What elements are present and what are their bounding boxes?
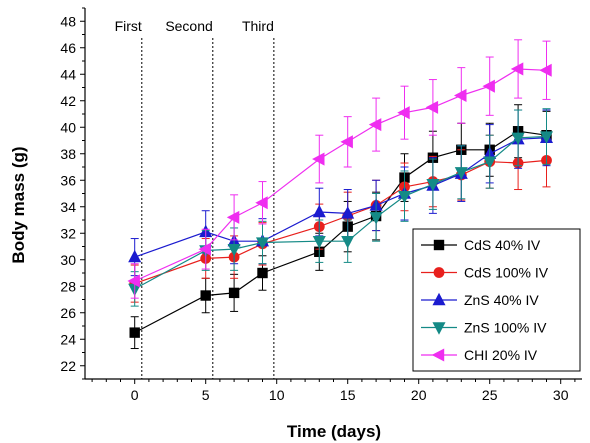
data-point [539,131,554,144]
data-point [255,237,270,250]
data-point [198,242,211,256]
data-point [340,135,353,149]
data-point [511,132,525,146]
legend-label: CdS 100% IV [464,265,549,281]
y-tick-label: 26 [60,305,76,321]
data-point [341,206,355,219]
legend-marker [431,348,445,362]
data-point [228,287,240,299]
x-tick-label: 10 [269,387,285,403]
y-tick-label: 38 [60,146,76,162]
x-tick-label: 25 [482,387,498,403]
x-tick-label: 20 [411,387,427,403]
y-tick-label: 46 [60,40,76,56]
x-axis-title: Time (days) [287,422,381,441]
y-tick-label: 40 [60,119,76,135]
x-tick-label: 0 [131,387,139,403]
data-point [127,274,140,288]
data-point [397,190,412,204]
data-point [312,236,326,249]
data-point [369,212,383,225]
phase-label: Second [165,18,212,34]
y-tick-label: 22 [60,358,76,374]
legend-label: ZnS 100% IV [464,320,547,336]
y-tick-label: 48 [60,13,76,29]
legend-marker [432,322,446,335]
data-point [397,106,410,120]
data-point [539,63,552,77]
data-point [368,118,382,132]
data-point [425,100,439,114]
data-point [454,167,468,180]
legend-label: CdS 40% IV [464,237,541,253]
y-tick-label: 44 [60,66,76,82]
data-point [483,156,497,169]
x-tick-label: 15 [340,387,356,403]
x-tick-label: 5 [202,387,210,403]
y-tick-label: 36 [60,172,76,188]
axes: 0 5 10 15 20 25 30 22 24 26 28 30 32 34 36 38 40 42 44 46 48 [60,7,582,403]
data-point [510,62,524,76]
data-point [426,179,440,192]
phase-annotations: First Second Third [115,18,275,379]
phase-label: First [115,18,142,34]
data-point [226,210,240,224]
legend-label: ZnS 40% IV [464,292,539,308]
data-point [255,196,268,210]
y-tick-label: 32 [60,225,76,241]
data-point [482,79,495,93]
legend-marker [433,267,445,278]
y-tick-label: 42 [60,93,76,109]
data-point [129,327,140,338]
data-point [312,204,326,218]
y-axis-title: Body mass (g) [9,146,28,263]
legend-marker [432,292,446,306]
data-point [200,290,211,301]
data-point [341,236,355,249]
data-point [128,249,142,263]
y-tick-label: 28 [60,278,76,294]
series-layer [127,39,554,350]
y-tick-label: 34 [60,199,76,215]
data-point [312,152,325,166]
legend-label: CHI 20% IV [464,347,538,363]
y-tick-label: 30 [60,252,76,268]
y-tick-label: 24 [60,331,76,347]
legend-marker [433,239,445,251]
data-point [454,88,467,102]
x-tick-label: 30 [553,387,569,403]
data-point [227,243,241,257]
phase-label: Third [242,18,274,34]
data-point [257,267,268,279]
legend: CdS 40% IV CdS 100% IV ZnS 40% IV ZnS 100% … [412,228,581,372]
series-chi-20-iv [127,39,552,299]
